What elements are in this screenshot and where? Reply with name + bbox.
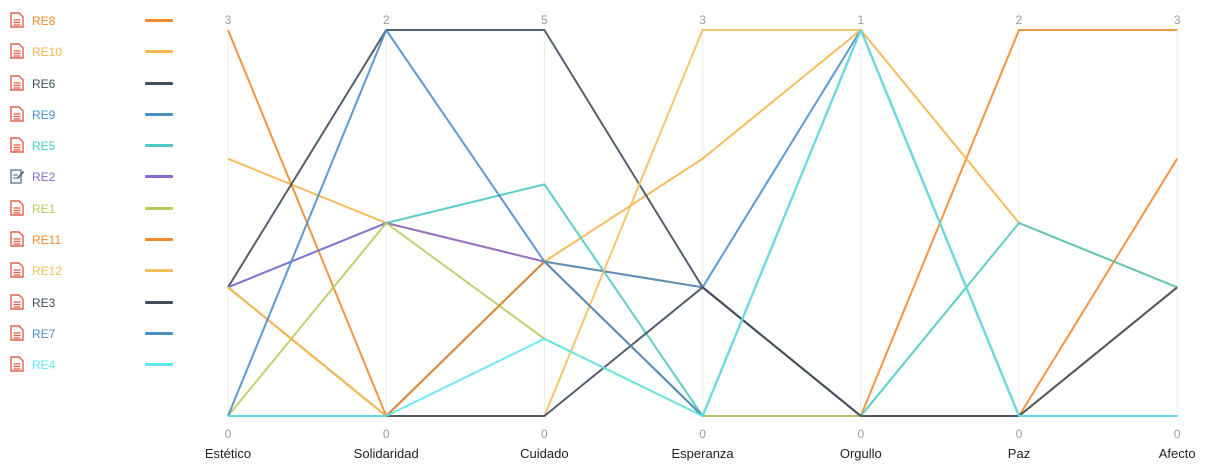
legend-label: RE5 xyxy=(32,139,56,154)
legend-label: RE11 xyxy=(32,233,62,248)
axis-max-tick: 1 xyxy=(857,13,864,27)
legend-item[interactable]: RE10 xyxy=(10,43,180,74)
axis-min-tick: 0 xyxy=(225,427,232,441)
series-line-re4 xyxy=(228,29,1178,417)
legend-item[interactable]: RE7 xyxy=(10,325,180,356)
legend-label: RE2 xyxy=(32,170,56,185)
axis-max-tick: 2 xyxy=(383,13,390,27)
legend-swatch xyxy=(145,144,173,148)
legend-item[interactable]: RE2 xyxy=(10,168,180,199)
legend-item[interactable]: RE12 xyxy=(10,262,180,293)
axis-title: Estético xyxy=(205,446,251,461)
legend-label: RE9 xyxy=(32,107,56,122)
legend: RE8 RE10 RE6 RE9 RE5 RE2 RE1 RE11 RE12 RE3 RE7 RE4 xyxy=(10,12,180,388)
edit-document-icon xyxy=(10,169,24,185)
document-icon xyxy=(10,231,24,247)
legend-item[interactable]: RE5 xyxy=(10,137,180,168)
document-icon xyxy=(10,325,24,341)
legend-label: RE12 xyxy=(32,264,63,279)
legend-label: RE4 xyxy=(32,358,56,373)
legend-swatch xyxy=(145,19,173,22)
legend-label: RE7 xyxy=(32,326,56,341)
axis-max-tick: 5 xyxy=(541,13,548,27)
document-icon xyxy=(10,106,24,122)
legend-item[interactable]: RE8 xyxy=(10,12,180,43)
axis-max-tick: 3 xyxy=(699,13,706,27)
legend-swatch xyxy=(145,112,173,116)
legend-label: RE3 xyxy=(32,295,56,310)
axis-title: Afecto xyxy=(1159,446,1196,461)
axis-max-tick: 3 xyxy=(225,13,232,27)
legend-swatch xyxy=(145,175,173,179)
legend-label: RE1 xyxy=(32,201,56,216)
legend-item[interactable]: RE6 xyxy=(10,74,180,106)
axis-title: Solidaridad xyxy=(354,446,419,461)
legend-swatch xyxy=(145,300,173,304)
legend-label: RE8 xyxy=(32,14,56,28)
legend-swatch xyxy=(145,269,173,273)
legend-item[interactable]: RE1 xyxy=(10,200,180,231)
document-icon xyxy=(10,137,24,153)
document-icon xyxy=(10,356,24,372)
legend-swatch xyxy=(145,206,173,210)
axis-min-tick: 0 xyxy=(699,427,706,441)
legend-swatch xyxy=(145,50,173,54)
document-icon xyxy=(10,293,24,310)
axis-min-tick: 0 xyxy=(383,427,390,441)
legend-item[interactable]: RE4 xyxy=(10,356,180,387)
axis-min-tick: 0 xyxy=(1174,427,1181,441)
axis-min-tick: 0 xyxy=(541,427,548,441)
document-icon xyxy=(10,12,24,28)
legend-item[interactable]: RE3 xyxy=(10,293,180,325)
axis-title: Orgullo xyxy=(840,446,882,461)
document-icon xyxy=(10,74,24,91)
legend-item[interactable]: RE11 xyxy=(10,231,180,262)
axis-max-tick: 3 xyxy=(1174,13,1181,27)
legend-swatch xyxy=(145,238,173,242)
legend-swatch xyxy=(145,331,173,335)
axis-title: Paz xyxy=(1008,446,1030,461)
axis-min-tick: 0 xyxy=(1016,427,1023,441)
document-icon xyxy=(10,262,24,279)
legend-swatch xyxy=(145,363,173,367)
document-icon xyxy=(10,43,24,59)
axis-max-tick: 2 xyxy=(1016,13,1023,27)
legend-label: RE10 xyxy=(32,45,63,60)
axis-title: Esperanza xyxy=(672,446,735,461)
axis-min-tick: 0 xyxy=(857,427,864,441)
legend-label: RE6 xyxy=(32,76,56,91)
legend-item[interactable]: RE9 xyxy=(10,106,180,137)
document-icon xyxy=(10,200,24,216)
axis-title: Cuidado xyxy=(520,446,568,461)
legend-swatch xyxy=(145,81,173,85)
